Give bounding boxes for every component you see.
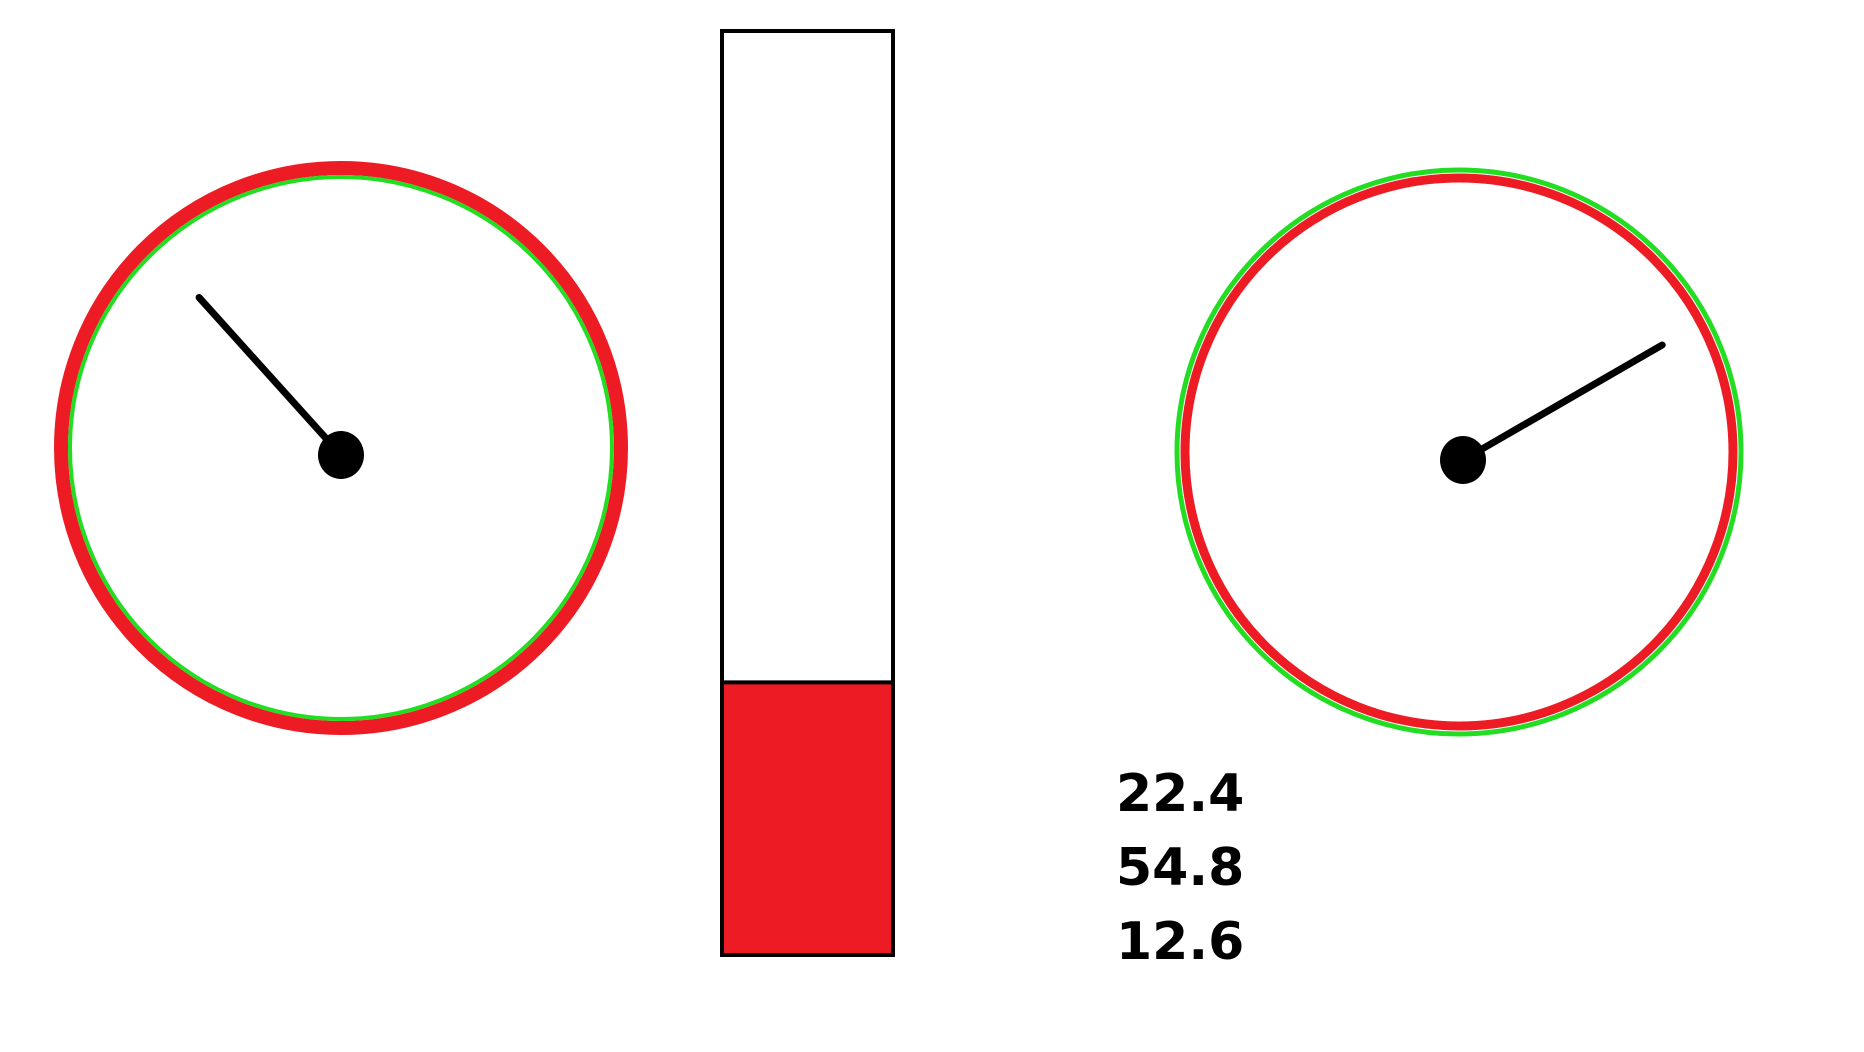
right-gauge-hub [1440,436,1486,484]
left-gauge [54,161,628,735]
level-bar-outline [720,29,895,957]
readout-value-1: 22.4 [1116,764,1245,824]
left-gauge-outer-ring [54,161,628,735]
level-bar [720,29,895,957]
right-gauge-inner-ring [1180,173,1738,731]
right-gauge [1174,167,1744,737]
readout-value-3: 12.6 [1116,912,1245,972]
level-bar-fill [722,682,893,955]
left-gauge-hub [318,431,364,479]
readout-value-2: 54.8 [1116,838,1245,898]
left-gauge-needle [195,294,345,459]
left-gauge-inner-ring [68,175,614,721]
right-gauge-outer-ring [1174,167,1744,737]
right-gauge-needle [1459,341,1666,464]
readout-list: 22.4 54.8 12.6 [1116,757,1276,979]
